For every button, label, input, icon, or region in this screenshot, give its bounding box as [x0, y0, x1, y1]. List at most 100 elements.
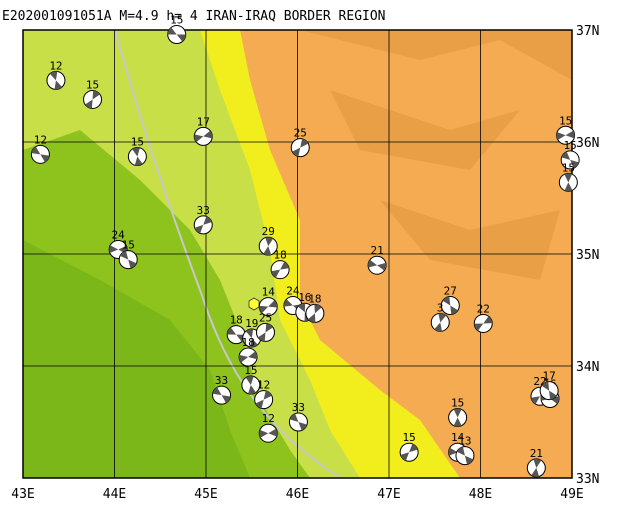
beachball-compression	[132, 147, 143, 166]
focal-mechanism	[83, 89, 103, 109]
depth-label: 15	[451, 397, 464, 410]
focal-mechanism	[167, 24, 187, 44]
lon-label: 47E	[377, 487, 400, 502]
depth-label: 17	[543, 370, 556, 383]
beachball-compression	[109, 245, 128, 254]
beachball-compression	[308, 304, 322, 323]
focal-mechanism	[270, 260, 290, 280]
beachball-compression	[263, 237, 274, 256]
focal-mechanism	[448, 408, 468, 428]
depth-label: 18	[308, 292, 321, 305]
beachball-compression	[258, 323, 273, 342]
beachball-compression	[434, 313, 447, 332]
depth-label: 24	[112, 229, 126, 242]
lon-label: 48E	[469, 487, 492, 502]
beachball-compression	[289, 413, 307, 431]
beachball-compression	[259, 300, 278, 314]
depth-label: 15	[564, 139, 577, 152]
lat-label: 36N	[576, 136, 599, 151]
depth-label: 15	[403, 431, 416, 444]
beachball-compression	[194, 216, 212, 234]
focal-mechanism	[127, 147, 147, 167]
depth-label: 12	[49, 59, 62, 72]
depth-label: 12	[34, 133, 47, 146]
lon-label: 43E	[11, 487, 34, 502]
epicenter-marker	[248, 297, 260, 311]
beachball-compression	[474, 316, 493, 331]
depth-label: 14	[451, 431, 465, 444]
depth-label: 22	[477, 302, 490, 315]
depth-label: 33	[197, 204, 210, 217]
depth-label: 21	[530, 447, 543, 460]
depth-label: 27	[444, 285, 457, 298]
map-frame	[22, 29, 573, 479]
lon-label: 49E	[560, 487, 583, 502]
beachball-compression	[564, 173, 573, 192]
depth-label: 16	[298, 291, 311, 304]
focal-mechanism	[212, 385, 232, 405]
depth-label: 29	[262, 225, 275, 238]
focal-mechanism	[46, 70, 66, 90]
beachball-compression	[259, 428, 278, 438]
beachball-compression	[227, 327, 246, 342]
focal-mechanism	[367, 255, 387, 275]
beachball-compression	[212, 387, 231, 403]
depth-label: 12	[257, 379, 270, 392]
depth-label: 13	[458, 435, 471, 448]
focal-mechanism	[288, 412, 308, 432]
depth-label: 18	[230, 314, 243, 327]
beachball-compression	[453, 408, 462, 427]
focal-mechanism	[473, 313, 493, 333]
beachball-compression	[239, 351, 258, 363]
map-title: E202001091051A M=4.9 h= 4 IRAN-IRAQ BORD…	[2, 9, 386, 24]
beachball-compression	[167, 27, 186, 42]
beachball-compression	[400, 443, 418, 461]
beachball-compression	[561, 151, 579, 169]
beachball-compression	[442, 296, 458, 315]
focal-mechanism	[560, 150, 580, 170]
depth-label: 15	[244, 364, 257, 377]
beachball-compression	[271, 261, 289, 278]
lon-label: 46E	[286, 487, 309, 502]
focal-mechanism	[241, 375, 261, 395]
depth-label: 14	[262, 286, 276, 299]
beachball-compression	[245, 328, 258, 348]
beachball-compression	[368, 259, 387, 271]
depth-label: 15	[559, 114, 572, 127]
beachball-compression	[245, 376, 256, 395]
focal-mechanism	[30, 144, 50, 164]
depth-label: 18	[241, 336, 254, 349]
depth-label: 15	[170, 13, 183, 26]
lon-label: 44E	[103, 487, 126, 502]
beachball-compression	[31, 146, 50, 163]
focal-mechanism	[290, 138, 310, 158]
depth-label: 24	[286, 285, 300, 298]
depth-label: 21	[370, 244, 383, 257]
lat-label: 34N	[576, 360, 599, 375]
beachball-compression	[556, 130, 575, 140]
focal-mechanism	[430, 312, 450, 332]
depth-label: 25	[294, 127, 307, 140]
focal-mechanism	[455, 446, 475, 466]
depth-label: 19	[245, 317, 258, 330]
beachball-compression	[456, 446, 474, 465]
beachball-compression	[541, 381, 557, 400]
lat-label: 35N	[576, 248, 599, 263]
beachball-compression	[49, 71, 63, 90]
focal-mechanism	[399, 442, 419, 462]
depth-label: 12	[262, 412, 275, 425]
focal-mechanism	[193, 215, 213, 235]
depth-label: 15	[131, 136, 144, 149]
focal-mechanism	[258, 297, 278, 317]
focal-mechanism	[440, 296, 460, 316]
beachball-compression	[531, 458, 542, 477]
focal-mechanism	[558, 172, 578, 192]
focal-mechanism	[258, 236, 278, 256]
beachball-compression	[85, 90, 100, 109]
depth-label: 33	[292, 401, 305, 414]
focal-mechanism	[539, 381, 559, 401]
depth-label: 33	[215, 374, 228, 387]
depth-label: 15	[562, 161, 575, 174]
